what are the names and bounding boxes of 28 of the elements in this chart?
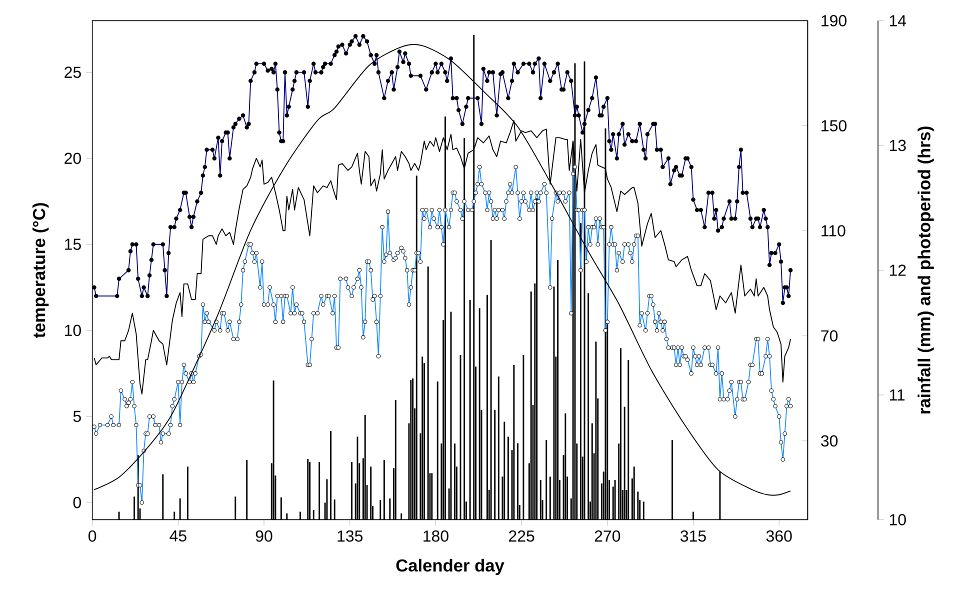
x-tick-label: 90: [256, 530, 272, 542]
x-tick-label: 360: [766, 530, 792, 542]
y3-tick-label: 10: [890, 514, 906, 526]
y-axis-title: temperature (°C): [32, 203, 49, 338]
y3-tick-label: 13: [890, 140, 906, 152]
y-tick-label: 5: [73, 410, 81, 422]
x-tick-label: 135: [338, 530, 363, 542]
y2-tick-label: 30: [821, 435, 838, 447]
x-axis-title: Calender day: [396, 558, 504, 576]
x-tick-label: 0: [88, 530, 96, 542]
x-tick-label: 315: [680, 530, 706, 542]
x-tick-label: 225: [508, 530, 534, 542]
y-tick-label: 10: [65, 324, 81, 336]
y3-tick-label: 11: [890, 389, 905, 400]
y2-axis-title: rainfall (mm) and photoperiod (hrs): [918, 126, 934, 414]
y3-tick-label: 12: [890, 264, 906, 276]
y-tick-label: 0: [73, 496, 81, 508]
x-tick-label: 270: [594, 530, 620, 542]
x-tick-label: 180: [424, 530, 448, 542]
x-tick-label: 45: [170, 530, 186, 542]
y2-tick-label: 70: [821, 330, 838, 342]
y2-tick-label: 150: [822, 120, 846, 132]
y-tick-label: 15: [65, 238, 81, 250]
y-tick-label: 20: [64, 152, 81, 164]
y-tick-label: 25: [64, 66, 81, 78]
y2-tick-label: 110: [822, 225, 846, 236]
y2-tick-label: 190: [822, 15, 846, 26]
y3-tick-label: 14: [890, 15, 906, 26]
